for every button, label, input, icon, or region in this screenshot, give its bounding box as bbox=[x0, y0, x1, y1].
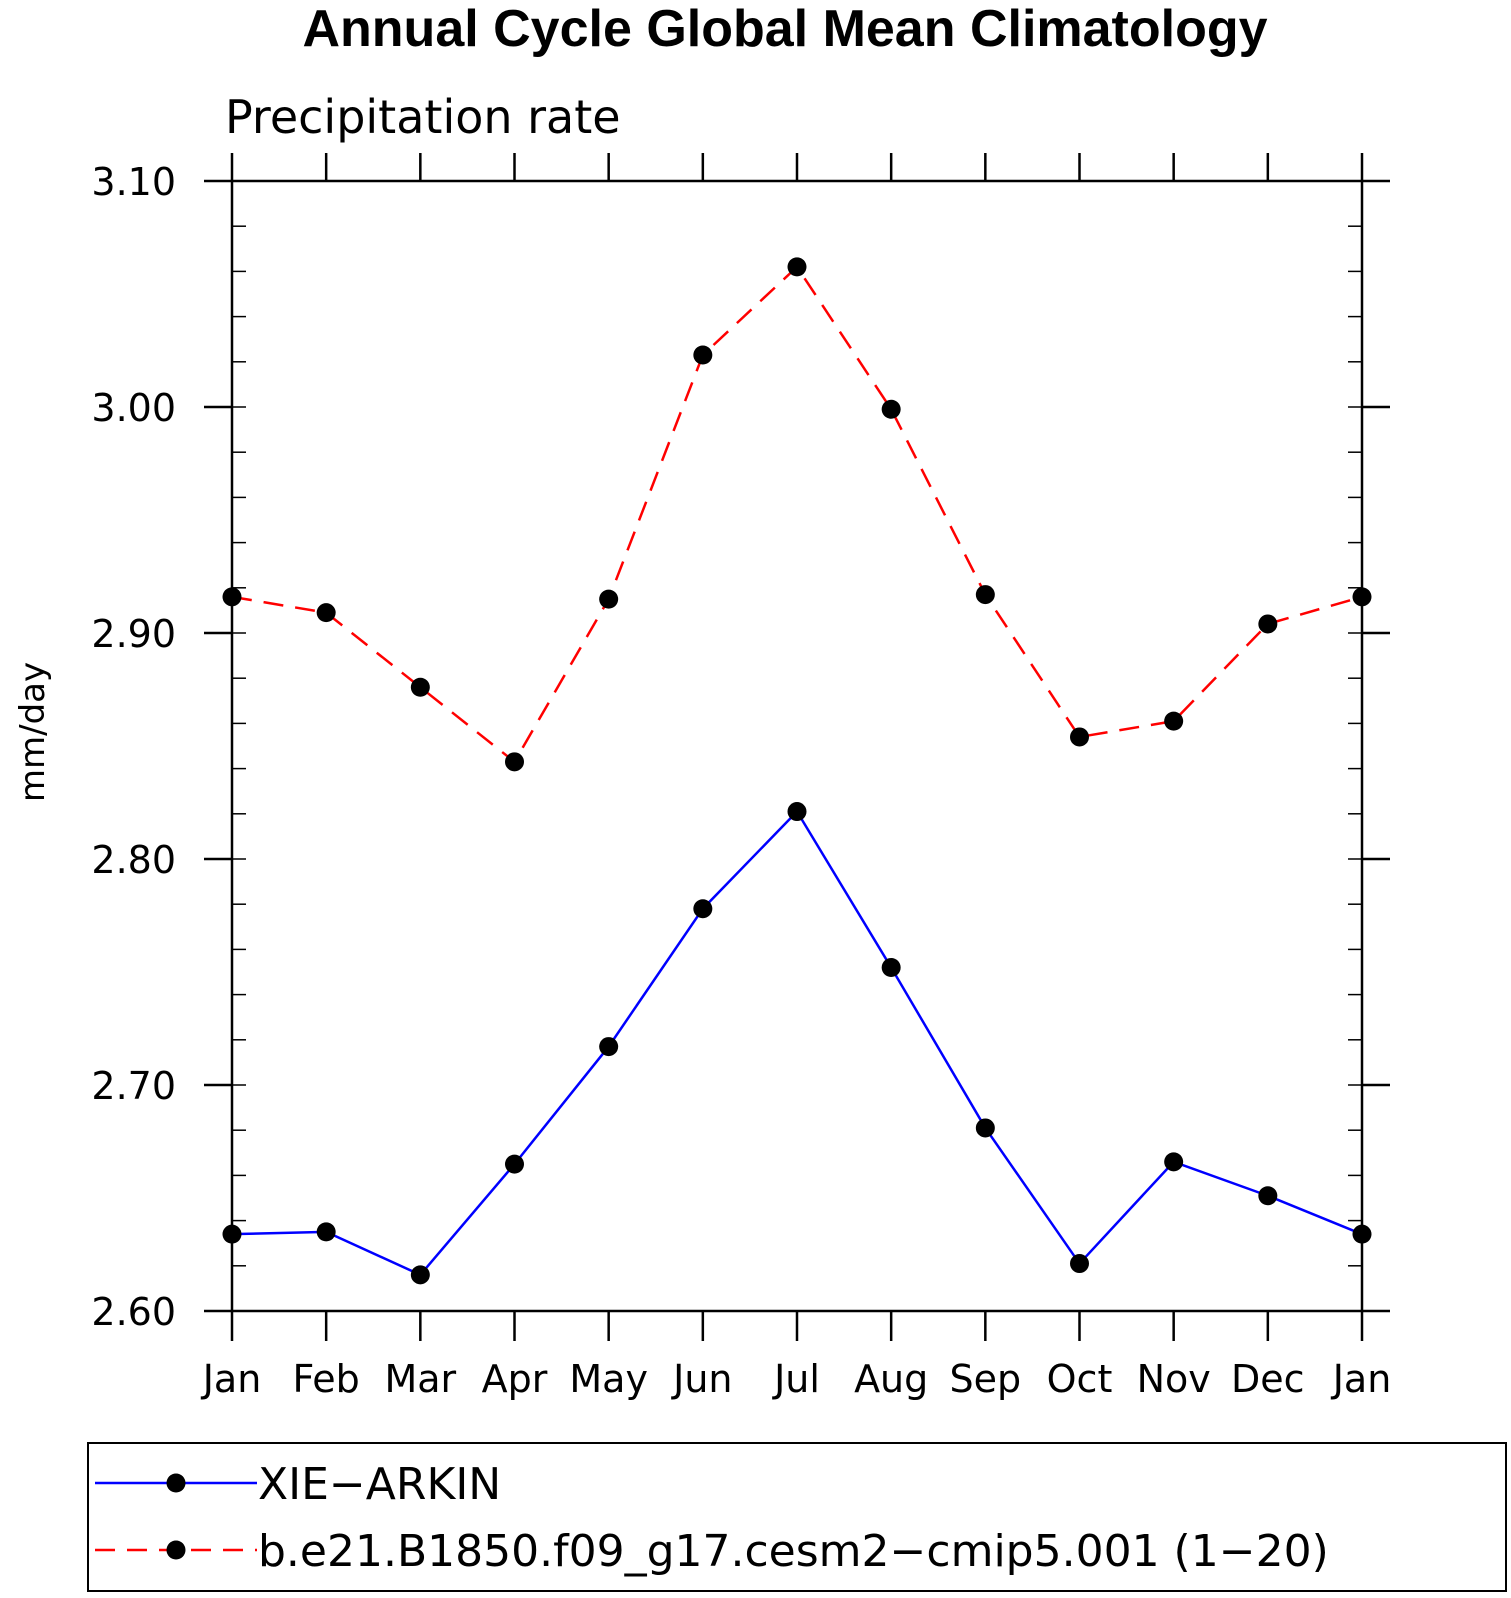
y-axis-label: mm/day bbox=[13, 662, 53, 802]
chart-title: Annual Cycle Global Mean Climatology bbox=[302, 0, 1267, 58]
series-0-point bbox=[787, 802, 807, 822]
x-tick-label: Jun bbox=[671, 1357, 732, 1401]
y-tick-label: 2.70 bbox=[91, 1064, 176, 1108]
series-0-point bbox=[881, 957, 901, 977]
chart-subtitle: Precipitation rate bbox=[225, 90, 621, 144]
series-0-point bbox=[316, 1222, 336, 1242]
x-tick-label: Sep bbox=[950, 1357, 1022, 1401]
y-tick-label: 2.60 bbox=[91, 1290, 176, 1334]
legend-box bbox=[87, 1442, 1507, 1592]
x-tick-label: Dec bbox=[1231, 1357, 1305, 1401]
series-1-point bbox=[975, 585, 995, 605]
y-tick-label: 3.10 bbox=[91, 160, 176, 204]
series-0-point bbox=[505, 1154, 524, 1174]
x-tick-label: Aug bbox=[854, 1357, 928, 1401]
series-1-point bbox=[881, 399, 901, 419]
x-tick-label: May bbox=[569, 1357, 648, 1401]
y-tick-label: 2.90 bbox=[91, 612, 176, 656]
series-line-0 bbox=[231, 809, 1363, 1277]
series-1-point bbox=[410, 677, 430, 697]
series-1-point bbox=[505, 752, 524, 772]
axis-ticks bbox=[204, 153, 1390, 1341]
y-tick-label: 2.80 bbox=[91, 838, 176, 882]
series-0-point bbox=[1070, 1254, 1089, 1274]
legend-marker-1 bbox=[166, 1540, 186, 1560]
x-tick-label: Feb bbox=[293, 1357, 360, 1401]
series-0-point bbox=[1164, 1152, 1184, 1172]
x-tick-label: Oct bbox=[1047, 1357, 1113, 1401]
plot-frame bbox=[230, 179, 1364, 1313]
x-tick-label: Nov bbox=[1137, 1357, 1211, 1401]
series-1-point bbox=[1164, 711, 1184, 731]
legend: XIE−ARKIN b.e21.B1850.f09_g17.cesm2−cmip… bbox=[87, 1442, 1507, 1592]
legend-label-1: b.e21.B1850.f09_g17.cesm2−cmip5.001 (1−2… bbox=[258, 1526, 1329, 1577]
series-1-point bbox=[316, 603, 336, 623]
series-0-point bbox=[1352, 1224, 1372, 1244]
series-0-point bbox=[693, 899, 713, 919]
series-1-point bbox=[599, 589, 619, 609]
x-tick-label: Mar bbox=[384, 1357, 456, 1401]
series-0-point bbox=[1258, 1186, 1278, 1206]
series-layer bbox=[222, 257, 1372, 1285]
x-tick-label: Jan bbox=[201, 1357, 262, 1401]
series-line-1 bbox=[231, 264, 1363, 764]
series-0-point bbox=[599, 1037, 619, 1057]
series-1-point bbox=[787, 257, 807, 277]
x-tick-label: Apr bbox=[482, 1357, 548, 1401]
legend-label-0: XIE−ARKIN bbox=[258, 1459, 501, 1510]
series-1-point bbox=[222, 587, 242, 607]
series-1-point bbox=[1070, 727, 1089, 747]
legend-marker-0 bbox=[166, 1473, 186, 1493]
series-1-point bbox=[1258, 614, 1278, 634]
x-tick-label: Jan bbox=[1331, 1357, 1392, 1401]
series-1-point bbox=[693, 345, 713, 365]
series-1-point bbox=[1352, 587, 1372, 607]
x-tick-label: Jul bbox=[772, 1357, 820, 1401]
y-tick-label: 3.00 bbox=[91, 386, 176, 430]
axis-tick-labels: Jan Feb Mar Apr May Jun Jul Aug Sep Oct Nov Dec Jan 2… bbox=[91, 160, 1391, 1401]
series-0-point bbox=[222, 1224, 242, 1244]
series-0-point bbox=[975, 1118, 995, 1138]
series-0-point bbox=[410, 1265, 430, 1285]
